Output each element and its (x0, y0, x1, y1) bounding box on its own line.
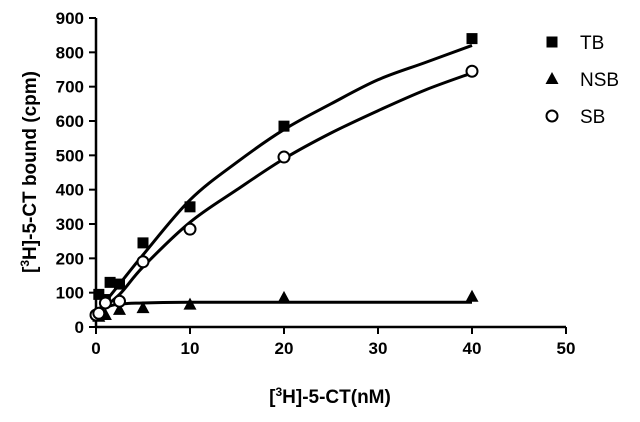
data-point-sb (98, 296, 112, 310)
data-point-sb (183, 222, 197, 236)
y-tick-label: 400 (56, 181, 84, 200)
legend-label-nsb: NSB (580, 70, 619, 91)
data-points (89, 33, 479, 322)
data-point-sb (277, 150, 291, 164)
data-point-tb (93, 288, 105, 300)
y-tick-label: 100 (56, 284, 84, 303)
legend-marker-tb (546, 36, 558, 48)
y-tick-label: 700 (56, 78, 84, 97)
data-point-tb (137, 237, 149, 249)
data-point-nsb (183, 297, 197, 310)
legend-marker-sb (545, 109, 559, 123)
x-tick-label: 0 (91, 339, 100, 358)
fit-curve-tb (94, 44, 473, 315)
data-point-sb (92, 306, 106, 320)
y-tick-label: 900 (56, 9, 84, 28)
x-tick-label: 20 (275, 339, 294, 358)
y-tick-label: 300 (56, 215, 84, 234)
x-tick-label: 50 (557, 339, 576, 358)
data-point-sb (136, 255, 150, 269)
legend: TB NSB SB (545, 33, 619, 128)
x-axis-title-open: [ (269, 387, 276, 408)
data-point-tb (114, 278, 125, 290)
y-axis-title-rest: H]-5-CT bound (cpm) (20, 71, 41, 260)
legend-label-sb: SB (580, 107, 605, 128)
data-point-nsb (465, 289, 479, 302)
legend-label-tb: TB (580, 33, 604, 54)
x-tick-label: 10 (181, 339, 200, 358)
x-axis-title-rest: H]-5-CT(nM) (282, 387, 391, 408)
y-tick-label: 800 (56, 43, 84, 62)
data-point-tb (184, 201, 196, 213)
y-axis-title-superscript: 3 (18, 260, 32, 267)
legend-marker-nsb (545, 72, 559, 84)
x-tick-label: 40 (463, 339, 482, 358)
y-tick-label: 200 (56, 249, 84, 268)
fit-curve-nsb (95, 300, 472, 313)
x-axis-title: [3H]-5-CT(nM) (269, 385, 391, 408)
x-axis-title-superscript: 3 (275, 385, 282, 399)
data-point-sb (465, 64, 479, 78)
y-axis-title: [3H]-5-CT bound (cpm) (18, 71, 41, 273)
y-tick-label: 500 (56, 146, 84, 165)
data-point-tb (466, 33, 478, 45)
data-point-tb (278, 120, 290, 132)
data-point-sb (113, 294, 126, 308)
fit-curve-sb (95, 71, 473, 315)
data-point-nsb (277, 290, 291, 303)
axes (94, 18, 566, 329)
y-axis-title-open: [ (20, 266, 41, 273)
y-tick-label: 600 (56, 112, 84, 131)
fit-curves (94, 44, 473, 315)
x-tick-label: 30 (369, 339, 388, 358)
data-point-tb (104, 276, 116, 288)
data-point-nsb (136, 301, 150, 314)
data-point-nsb (113, 302, 126, 315)
y-tick-label: 0 (75, 318, 84, 337)
